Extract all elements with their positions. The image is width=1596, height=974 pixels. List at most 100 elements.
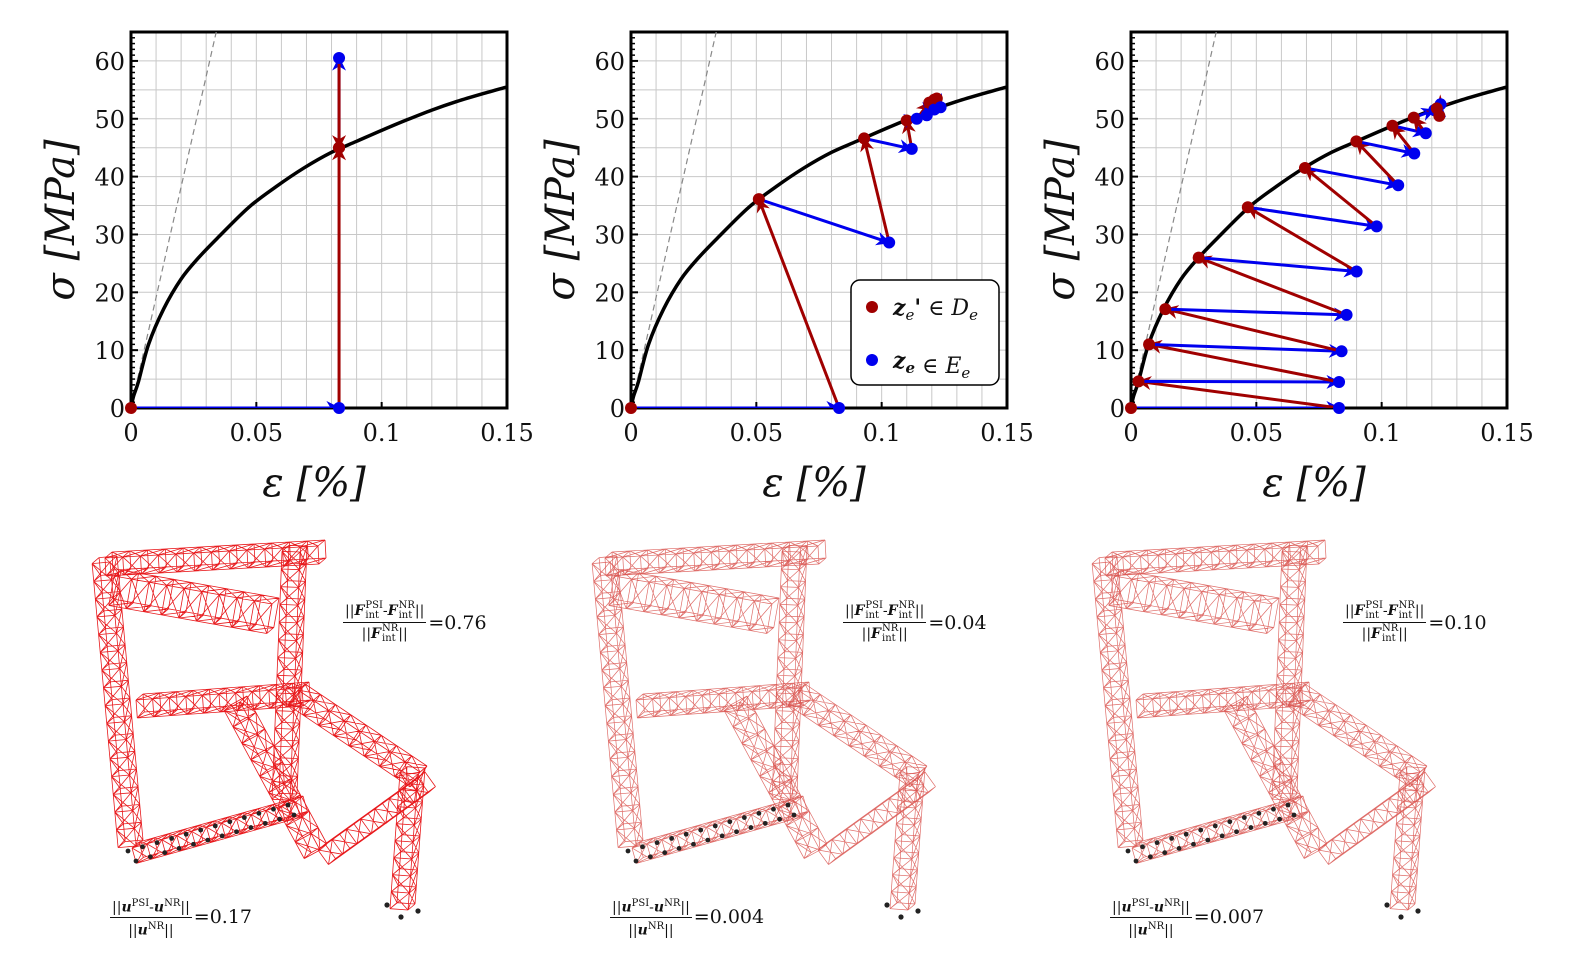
superscript: PSI xyxy=(365,600,383,611)
point-Ee xyxy=(910,112,923,125)
displacement-error-ratio: ||uPSI-uNR|| ||uNR|| =0.004 xyxy=(610,896,764,938)
arrow-to-De xyxy=(1303,166,1378,228)
point-De xyxy=(1350,135,1363,148)
numerator: ||uPSI-uNR|| xyxy=(110,896,192,918)
arrow-to-De xyxy=(756,197,841,408)
y-axis-label: σ [MPa] xyxy=(38,139,84,301)
subscript: int xyxy=(1398,610,1413,621)
point-Ee xyxy=(905,142,918,155)
grid xyxy=(131,32,507,408)
support-node xyxy=(698,827,704,833)
support-node xyxy=(154,840,160,846)
y-tick-label: 30 xyxy=(1094,221,1125,249)
displacement-error-ratio: ||uPSI-uNR|| ||uNR|| =0.007 xyxy=(1110,896,1264,938)
y-tick-label: 0 xyxy=(110,395,125,423)
y-tick-label: 50 xyxy=(1094,106,1125,134)
support-node xyxy=(415,908,421,914)
denominator: ||uNR|| xyxy=(628,918,673,939)
truss-panel-3 xyxy=(1091,539,1436,920)
y-tick-label: 0 xyxy=(1110,395,1125,423)
superscript: NR xyxy=(398,600,415,611)
force-error-value: =0.10 xyxy=(1428,611,1487,634)
arrow-to-De xyxy=(860,137,891,243)
support-node xyxy=(125,848,131,854)
point-Ee xyxy=(1335,345,1348,358)
supports xyxy=(125,802,421,920)
arrow-to-Ee xyxy=(1247,205,1379,232)
support-node xyxy=(1256,810,1262,816)
superscript: NR xyxy=(647,920,665,932)
norm-bar: || xyxy=(664,922,674,939)
support-node xyxy=(183,831,189,837)
fraction: ||F PSI int -F NR int || ||F NR int || xyxy=(843,600,927,644)
superscript: PSI xyxy=(1365,600,1383,611)
superscript: NR xyxy=(664,898,681,909)
norm-bar: || xyxy=(898,626,908,642)
legend-marker xyxy=(866,354,878,366)
norm-bar: || xyxy=(914,603,925,619)
support-node xyxy=(705,837,711,843)
x-tick-label: 0 xyxy=(1123,419,1138,447)
arrow-to-Ee xyxy=(758,197,891,246)
support-node xyxy=(162,850,168,856)
superscript: NR xyxy=(898,600,915,611)
norm-bar: || xyxy=(1128,922,1138,939)
support-node xyxy=(1271,806,1276,812)
truss-beam xyxy=(131,795,308,864)
force-symbol: F xyxy=(1354,603,1365,619)
support-node xyxy=(915,908,921,914)
arrow-to-De xyxy=(1137,376,1340,408)
point-De xyxy=(1386,119,1399,132)
sup-sub: NR int xyxy=(1399,601,1415,621)
superscript: PSI xyxy=(1131,898,1150,909)
x-axis-label: ε [%] xyxy=(762,460,866,506)
support-node xyxy=(748,825,754,830)
fraction: ||F PSI int -F NR int || ||F NR int || xyxy=(1343,600,1427,644)
x-tick-label: 0.05 xyxy=(230,419,283,447)
truss-beam xyxy=(1271,544,1308,801)
sup-sub: NR int xyxy=(899,601,915,621)
superscript: PSI xyxy=(865,600,883,611)
denominator: ||uNR|| xyxy=(1128,918,1173,939)
arrow-to-De xyxy=(1163,305,1342,353)
truss-beam xyxy=(631,795,808,864)
force-symbol: F xyxy=(1387,603,1398,619)
support-node xyxy=(654,840,660,846)
superscript: NR xyxy=(382,623,399,634)
support-node xyxy=(734,829,739,835)
point-Ee xyxy=(1350,265,1363,278)
support-node xyxy=(1154,840,1160,846)
truss-beam xyxy=(787,683,928,788)
support-node xyxy=(248,825,254,830)
chart-1: 0 0.05 0.1 0.15 0 10 20 30 40 50 60 ε [%] σ [MPa] xyxy=(38,30,534,506)
disp-symbol: u xyxy=(153,899,165,916)
support-node xyxy=(262,820,268,826)
support-node xyxy=(291,812,297,818)
truss-panel-2 xyxy=(591,539,936,920)
truss-beam xyxy=(1135,681,1311,719)
displacement-error-ratio: ||uPSI-uNR|| ||uNR|| =0.17 xyxy=(110,896,252,938)
norm-bar: || xyxy=(680,899,690,916)
support-node xyxy=(640,844,645,850)
sup-sub: NR int xyxy=(382,624,398,644)
support-node xyxy=(1234,829,1239,835)
legend-symbol: z xyxy=(892,348,906,374)
truss-beam xyxy=(635,681,811,719)
truss-beam xyxy=(271,544,308,801)
y-tick-label: 60 xyxy=(1094,48,1125,76)
norm-bar: || xyxy=(398,626,408,642)
support-node xyxy=(625,848,631,854)
norm-bar: || xyxy=(845,603,855,619)
y-tick-label: 60 xyxy=(94,48,125,76)
minus: - xyxy=(1382,603,1388,619)
truss-panel-1 xyxy=(91,539,436,920)
superscript: PSI xyxy=(131,898,150,909)
x-tick-label: 0.1 xyxy=(1363,419,1401,447)
point-Ee xyxy=(1419,127,1432,140)
y-tick-label: 10 xyxy=(594,337,625,365)
support-node xyxy=(1191,841,1196,847)
chart-3: 0 0.05 0.1 0.15 0 10 20 30 40 50 60 ε [%] σ [MPa] xyxy=(1038,30,1534,506)
sup-sub: PSI int xyxy=(365,601,383,621)
